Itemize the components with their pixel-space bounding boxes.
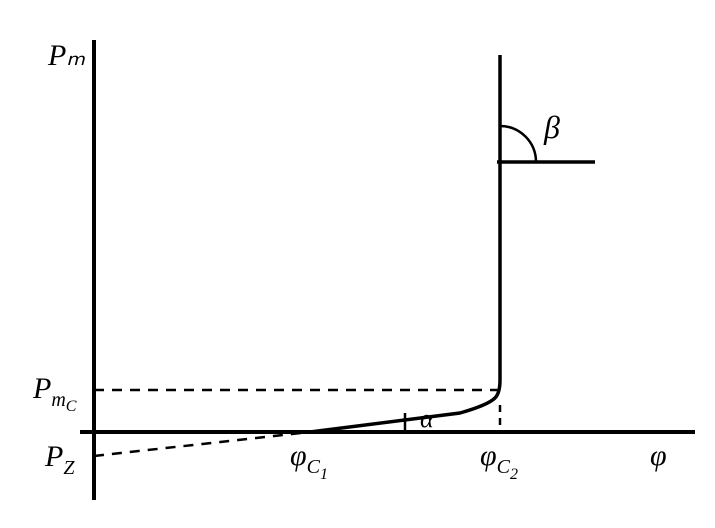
main-curve: [94, 55, 500, 432]
beta-label: β: [543, 109, 560, 145]
phic1-label: φC1: [290, 439, 328, 483]
x-axis-label: φ: [650, 439, 667, 472]
chart-svg: Pₘ φ PmC PZ φC1 φC2 α β: [0, 0, 715, 528]
pmc-label: PmC: [32, 372, 77, 415]
pz-label: PZ: [44, 440, 75, 479]
pz-dashed-line: [94, 432, 310, 456]
alpha-label: α: [420, 404, 435, 433]
chart-container: Pₘ φ PmC PZ φC1 φC2 α β: [0, 0, 715, 528]
y-axis-label: Pₘ: [47, 39, 85, 72]
beta-arc: [500, 126, 536, 162]
phic2-label: φC2: [480, 439, 518, 483]
